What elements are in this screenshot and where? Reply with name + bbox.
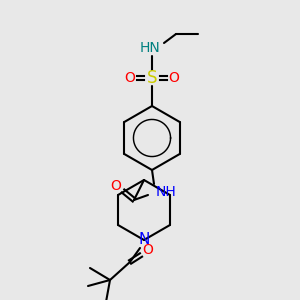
Text: O: O [169, 71, 179, 85]
Text: HN: HN [140, 41, 160, 55]
Text: N: N [138, 232, 150, 247]
Text: NH: NH [156, 185, 176, 199]
Text: O: O [142, 243, 153, 257]
Text: O: O [111, 179, 122, 193]
Text: O: O [124, 71, 135, 85]
Text: S: S [147, 69, 157, 87]
